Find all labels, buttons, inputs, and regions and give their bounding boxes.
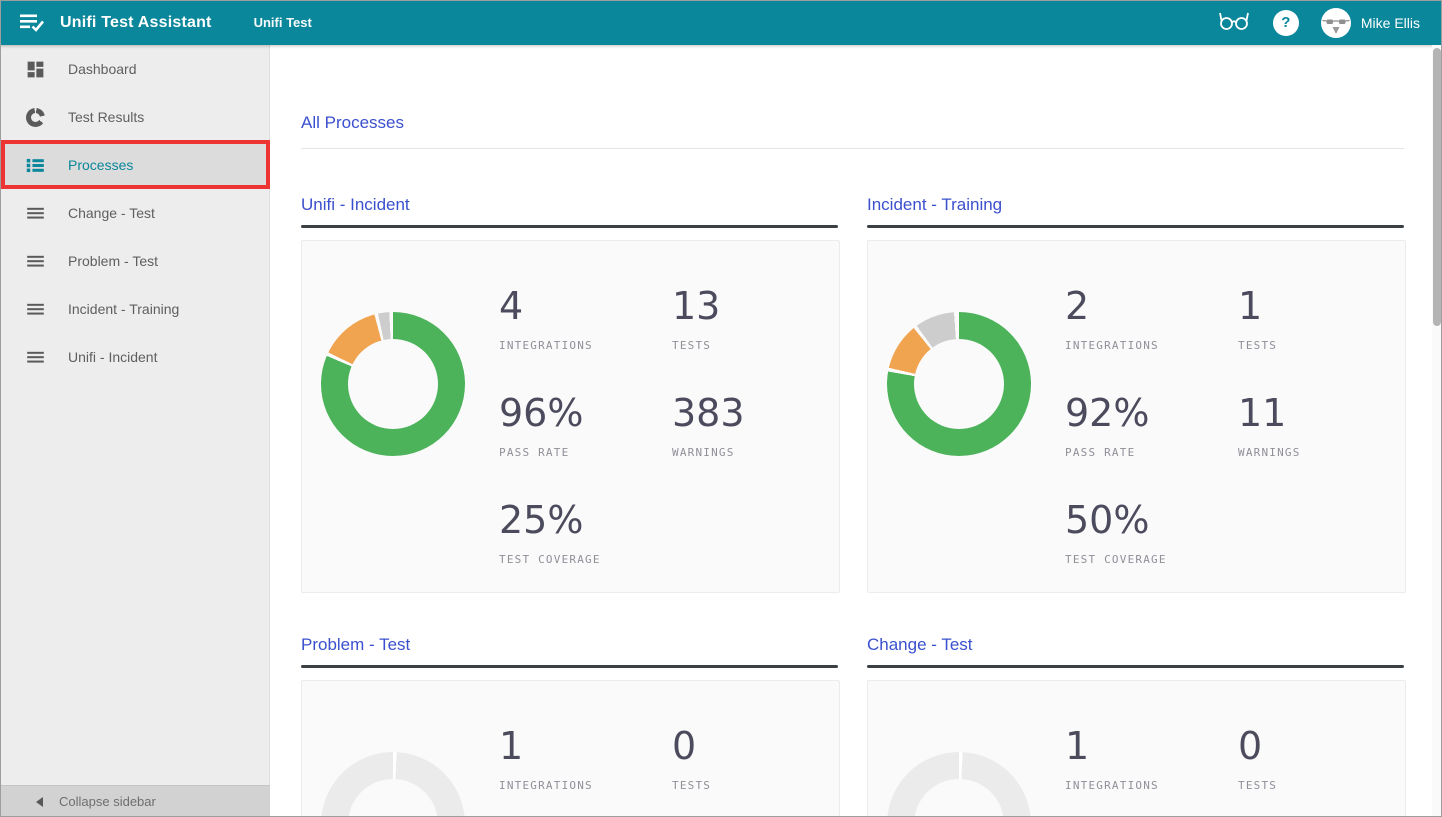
app-header: Unifi Test Assistant Unifi Test ? — [0, 0, 1442, 45]
processes-list-icon — [24, 154, 46, 176]
sidebar-item-label: Processes — [68, 157, 134, 173]
sidebar-item-incident-training[interactable]: Incident - Training — [0, 285, 269, 333]
sidebar-item-label: Change - Test — [68, 205, 155, 221]
avatar — [1320, 7, 1351, 38]
process-title[interactable]: Unifi - Incident — [301, 195, 410, 214]
glasses-icon[interactable] — [1217, 8, 1251, 37]
section-underline — [301, 225, 838, 228]
process-card: 1 INTEGRATIONS 0 TESTS 0% PASS RATE 0 WA… — [301, 680, 840, 817]
stat-tests: 1 TESTS — [1238, 284, 1278, 352]
page-title[interactable]: All Processes — [301, 113, 404, 132]
stat-integrations: 4 INTEGRATIONS — [499, 284, 593, 352]
app-subtitle: Unifi Test — [253, 15, 312, 30]
process-card: 1 INTEGRATIONS 0 TESTS 0% PASS RATE 0 WA… — [867, 680, 1406, 817]
process-lines-icon — [24, 346, 46, 368]
process-lines-icon — [24, 298, 46, 320]
collapse-label: Collapse sidebar — [59, 794, 156, 809]
donut-chart[interactable] — [887, 312, 1031, 456]
sidebar-item-label: Dashboard — [68, 61, 137, 77]
process-title[interactable]: Problem - Test — [301, 635, 411, 654]
scrollbar-thumb[interactable] — [1433, 48, 1441, 326]
section-underline — [867, 225, 1404, 228]
donut-chart[interactable] — [321, 312, 465, 456]
sidebar-item-problem-test[interactable]: Problem - Test — [0, 237, 269, 285]
dashboard-icon — [24, 58, 46, 80]
scrollbar-track[interactable] — [1432, 45, 1442, 817]
main-content: All Processes Unifi - Incident 4 INTEGRA… — [270, 45, 1432, 817]
sidebar-item-unifi-incident[interactable]: Unifi - Incident — [0, 333, 269, 381]
sidebar-item-label: Unifi - Incident — [68, 349, 158, 365]
stat-tests: 0 TESTS — [672, 724, 712, 792]
sidebar-item-label: Problem - Test — [68, 253, 158, 269]
donut-chart[interactable] — [321, 752, 465, 817]
collapse-sidebar-button[interactable]: Collapse sidebar — [0, 785, 270, 817]
app-title: Unifi Test Assistant — [60, 13, 212, 31]
user-name: Mike Ellis — [1360, 14, 1420, 31]
help-icon[interactable]: ? — [1272, 9, 1299, 36]
process-title[interactable]: Incident - Training — [867, 195, 1003, 214]
sidebar-item-dashboard[interactable]: Dashboard — [0, 45, 269, 93]
stat-pass-rate: 92% PASS RATE — [1065, 391, 1150, 459]
menu-playlist-check-icon[interactable] — [20, 12, 46, 34]
stat-integrations: 1 INTEGRATIONS — [499, 724, 593, 792]
process-lines-icon — [24, 250, 46, 272]
sidebar: Dashboard Test Results Processes — [0, 45, 270, 817]
stat-test-coverage: 50% TEST COVERAGE — [1065, 498, 1167, 566]
process-card: 2 INTEGRATIONS 1 TESTS 92% PASS RATE 11 … — [867, 240, 1406, 593]
stat-warnings: 11 WARNINGS — [1238, 391, 1301, 459]
process-section: Problem - Test 1 INTEGRATIONS 0 TESTS 0%… — [301, 635, 840, 817]
process-card: 4 INTEGRATIONS 13 TESTS 96% PASS RATE 38… — [301, 240, 840, 593]
donut-chart[interactable] — [887, 752, 1031, 817]
header-actions: ? Mike Ellis — [1217, 7, 1442, 38]
stat-tests: 0 TESTS — [1238, 724, 1278, 792]
collapse-arrow-icon — [36, 796, 43, 807]
test-results-icon — [24, 106, 46, 128]
sidebar-item-change-test[interactable]: Change - Test — [0, 189, 269, 237]
process-section: Unifi - Incident 4 INTEGRATIONS 13 TESTS… — [301, 195, 840, 593]
sidebar-item-test-results[interactable]: Test Results — [0, 93, 269, 141]
sidebar-item-label: Incident - Training — [68, 301, 180, 317]
process-lines-icon — [24, 202, 46, 224]
sidebar-item-label: Test Results — [68, 109, 145, 125]
process-section: Change - Test 1 INTEGRATIONS 0 TESTS 0% … — [867, 635, 1406, 817]
process-title[interactable]: Change - Test — [867, 635, 973, 654]
divider — [301, 148, 1404, 149]
process-section: Incident - Training 2 INTEGRATIONS 1 TES… — [867, 195, 1406, 593]
stat-integrations: 2 INTEGRATIONS — [1065, 284, 1159, 352]
stat-integrations: 1 INTEGRATIONS — [1065, 724, 1159, 792]
stat-test-coverage: 25% TEST COVERAGE — [499, 498, 601, 566]
stat-tests: 13 TESTS — [672, 284, 721, 352]
sidebar-item-processes[interactable]: Processes — [0, 141, 269, 189]
stat-pass-rate: 96% PASS RATE — [499, 391, 584, 459]
user-menu[interactable]: Mike Ellis — [1320, 7, 1420, 38]
section-underline — [301, 665, 838, 668]
section-underline — [867, 665, 1404, 668]
stat-warnings: 383 WARNINGS — [672, 391, 745, 459]
